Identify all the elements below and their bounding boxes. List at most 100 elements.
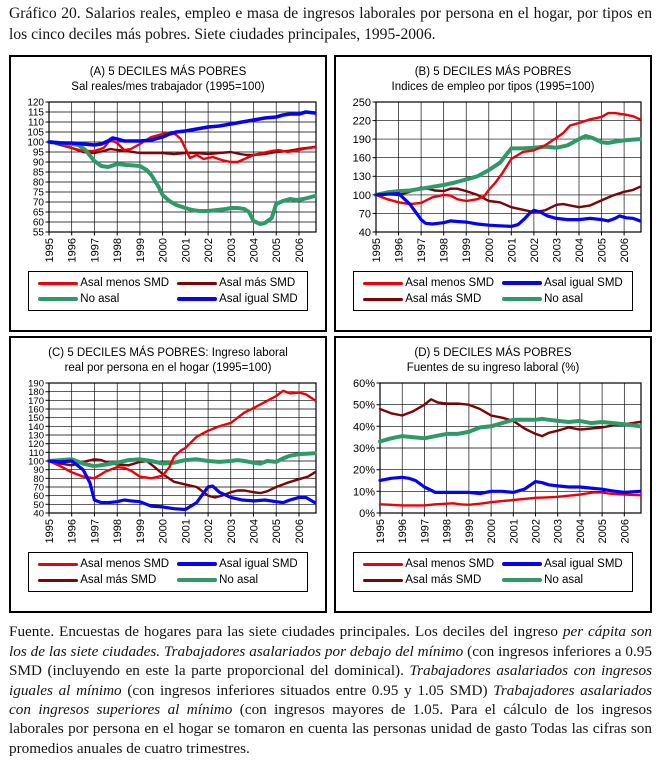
series-no_asal — [46, 451, 317, 469]
series-asal_igual — [46, 110, 317, 147]
svg-text:1999: 1999 — [461, 238, 473, 262]
series-asal_menos — [374, 111, 641, 206]
legend-item-asal_menos: Asal menos SMD — [363, 558, 494, 570]
legend-swatch-no_asal — [502, 296, 543, 302]
svg-text:100: 100 — [352, 190, 370, 202]
svg-text:80: 80 — [33, 474, 44, 485]
legend-item-asal_mas: Asal más SMD — [363, 574, 494, 586]
svg-text:1998: 1998 — [438, 238, 450, 262]
series-asal_menos — [47, 130, 316, 164]
svg-text:70: 70 — [33, 482, 44, 493]
x-axis-labels: 1995 1996 1997 1998 1999 2000 2001 2002 2003 2004… — [375, 513, 631, 544]
source-note-segment: Trabajadores asalariados con ingresos ig… — [9, 662, 653, 699]
svg-text:1998: 1998 — [441, 519, 453, 543]
x-axis-labels: 1995 1996 1997 1998 1999 2000 2001 2002 2003 2004… — [44, 513, 306, 544]
svg-text:2002: 2002 — [203, 238, 215, 262]
svg-text:2002: 2002 — [203, 519, 215, 543]
svg-text:70: 70 — [358, 208, 370, 220]
svg-text:140: 140 — [28, 422, 44, 433]
svg-text:1999: 1999 — [134, 519, 146, 543]
chart-svg-C: 4050607080901001101201301401501601701801… — [28, 378, 317, 544]
x-axis-labels: 1995 1996 1997 1998 1999 2000 2001 2002 2003 2004… — [44, 232, 306, 263]
chart-legend-D: Asal menos SMD Asal igual SMD Asal más SMD… — [353, 552, 633, 593]
legend-label-asal_igual: Asal igual SMD — [219, 558, 298, 571]
svg-text:1995: 1995 — [44, 519, 56, 543]
page-title: Gráfico 20. Salarios reales, empleo e ma… — [9, 5, 652, 43]
legend-label-no_asal: No asal — [544, 293, 584, 306]
svg-text:170: 170 — [28, 396, 44, 407]
svg-text:190: 190 — [28, 378, 44, 389]
legend-swatch-no_asal — [502, 577, 543, 583]
series-no_asal — [377, 416, 642, 444]
plot-border — [374, 101, 642, 233]
svg-text:1998: 1998 — [112, 238, 124, 262]
svg-text:2003: 2003 — [225, 519, 237, 543]
chart-C-title: (C) 5 DECILES MÁS POBRES: Ingreso labora… — [13, 346, 323, 376]
legend-item-no_asal: No asal — [38, 293, 169, 305]
svg-text:95: 95 — [32, 148, 44, 159]
svg-text:160: 160 — [28, 404, 44, 415]
chart-D-title: (D) 5 DECILES MÁS POBRES Fuentes de su i… — [338, 346, 648, 376]
series-asal_igual — [373, 192, 641, 229]
source-note-segment: (con ingresos inferiores situados entre … — [127, 681, 494, 699]
series-asal_mas — [378, 398, 641, 438]
legend-item-asal_igual: Asal igual SMD — [502, 558, 623, 570]
legend-label-asal_mas: Asal más SMD — [80, 574, 157, 587]
legend-swatch-asal_mas — [177, 281, 218, 285]
svg-text:1996: 1996 — [66, 238, 78, 262]
series-asal_mas — [47, 140, 316, 157]
svg-text:80: 80 — [32, 178, 44, 189]
legend-item-asal_menos: Asal menos SMD — [363, 277, 494, 289]
svg-text:50: 50 — [33, 500, 44, 511]
svg-text:65: 65 — [32, 208, 44, 219]
svg-text:2006: 2006 — [619, 238, 631, 262]
svg-text:2001: 2001 — [508, 519, 520, 543]
svg-text:150: 150 — [28, 413, 44, 424]
legend-swatch-asal_menos — [38, 281, 79, 285]
svg-text:40: 40 — [33, 508, 44, 519]
svg-text:2004: 2004 — [574, 519, 586, 543]
svg-text:110: 110 — [28, 118, 44, 129]
gridlines-x — [48, 102, 299, 233]
chart-C-title-line2: real por persona en el hogar (1995=100) — [64, 362, 272, 375]
legend-label-no_asal: No asal — [544, 574, 584, 587]
svg-text:1997: 1997 — [416, 238, 428, 262]
chart-A-title-line2: Sal reales/mes trabajador (1995=100) — [71, 81, 265, 94]
legend-item-asal_mas: Asal más SMD — [38, 574, 169, 586]
legend-label-no_asal: No asal — [80, 293, 120, 306]
legend-item-no_asal: No asal — [177, 574, 298, 586]
svg-text:2004: 2004 — [574, 238, 586, 262]
legend-swatch-asal_mas — [363, 297, 404, 301]
series-no_asal — [373, 134, 642, 197]
legend-label-asal_igual: Asal igual SMD — [219, 293, 298, 306]
svg-text:2003: 2003 — [551, 238, 563, 262]
svg-text:180: 180 — [28, 387, 44, 398]
svg-text:100: 100 — [28, 456, 44, 467]
svg-text:2001: 2001 — [506, 238, 518, 262]
svg-text:2000: 2000 — [157, 519, 169, 543]
legend-label-asal_mas: Asal más SMD — [405, 574, 482, 587]
svg-text:2002: 2002 — [530, 519, 542, 543]
svg-text:1999: 1999 — [463, 519, 475, 543]
svg-text:1996: 1996 — [393, 238, 405, 262]
source-note-segment: Trabajadores asalariados con ingresos su… — [9, 681, 652, 718]
svg-text:0%: 0% — [359, 508, 375, 520]
svg-text:1995: 1995 — [371, 238, 383, 262]
svg-text:20%: 20% — [352, 465, 374, 477]
legend-item-asal_igual: Asal igual SMD — [177, 293, 298, 305]
source-note-segment: per cápita son los de las siete ciudades… — [9, 623, 652, 660]
svg-text:1997: 1997 — [89, 238, 101, 262]
legend-item-no_asal: No asal — [502, 574, 623, 586]
chart-legend-A: Asal menos SMD Asal más SMD No asal Asal ig… — [28, 271, 308, 312]
svg-text:2000: 2000 — [486, 519, 498, 543]
chart-panel-A: (A) 5 DECILES MÁS POBRES Sal reales/mes … — [9, 55, 327, 333]
svg-text:1996: 1996 — [397, 519, 409, 543]
legend-label-asal_menos: Asal menos SMD — [405, 558, 495, 571]
legend-item-asal_mas: Asal más SMD — [177, 277, 298, 289]
legend-label-no_asal: No asal — [219, 574, 259, 587]
svg-text:1997: 1997 — [419, 519, 431, 543]
series-asal_menos — [378, 491, 641, 507]
